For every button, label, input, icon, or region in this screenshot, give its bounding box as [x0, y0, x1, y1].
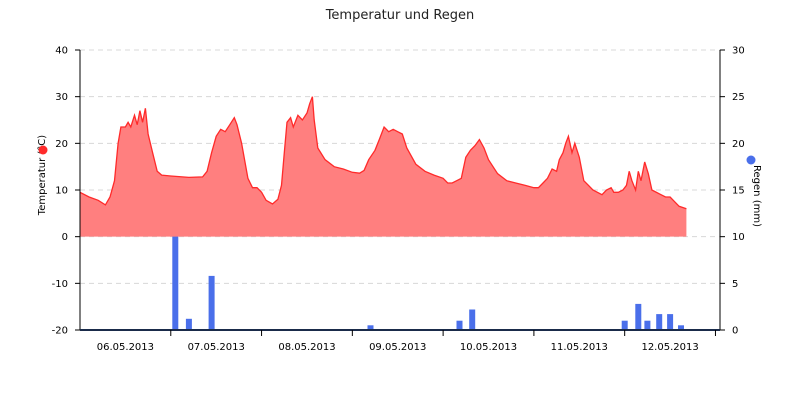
right-tick-label: 5	[732, 279, 738, 290]
right-tick-label: 0	[732, 326, 738, 337]
x-tick-label: 09.05.2013	[369, 342, 426, 353]
rain-bar	[456, 320, 463, 330]
rain-bar	[678, 325, 684, 330]
x-tick-label: 10.05.2013	[460, 342, 517, 353]
x-tick-label: 06.05.2013	[97, 342, 154, 353]
left-tick-label: -20	[52, 326, 68, 337]
rain-legend-dot	[746, 155, 756, 165]
rain-bars	[172, 227, 684, 330]
right-tick-label: 10	[732, 232, 745, 243]
left-axis-label: Temperatur (°C)	[37, 135, 48, 216]
rain-bar	[656, 314, 663, 330]
x-tick-label: 08.05.2013	[278, 342, 335, 353]
rain-bar	[208, 275, 215, 330]
rain-bar	[367, 325, 374, 330]
left-tick-label: 20	[55, 139, 68, 150]
left-tick-label: 0	[62, 232, 68, 243]
rain-bar	[469, 309, 476, 330]
rain-bar	[644, 320, 651, 330]
right-tick-label: 20	[732, 139, 745, 150]
temperature-fill	[80, 96, 687, 237]
left-tick-label: 10	[55, 186, 68, 197]
left-tick-label: -10	[52, 279, 68, 290]
x-tick-label: 11.05.2013	[551, 342, 608, 353]
left-tick-label: 30	[55, 92, 68, 103]
chart-title: Temperatur und Regen	[325, 8, 475, 23]
right-tick-label: 25	[732, 92, 745, 103]
x-tick-label: 07.05.2013	[188, 342, 245, 353]
rain-bar	[621, 320, 628, 330]
left-tick-label: 40	[55, 46, 68, 57]
temperature-area	[79, 96, 687, 237]
right-axis-label: Regen (mm)	[751, 165, 762, 227]
axis-labels: 40 30 20 10 0 -10 -20 30 25 20 15 10 5 0 06.05.2013 07.…	[37, 46, 762, 354]
right-tick-label: 15	[732, 186, 745, 197]
rain-bar	[172, 227, 179, 330]
rain-bar	[635, 303, 642, 330]
x-tick-label: 12.05.2013	[641, 342, 698, 353]
rain-bar	[667, 314, 674, 330]
temperature-line	[79, 96, 687, 210]
axes	[75, 49, 725, 336]
temperature-legend-dot	[38, 145, 48, 155]
rain-bar	[185, 318, 192, 330]
right-tick-label: 30	[732, 46, 745, 57]
